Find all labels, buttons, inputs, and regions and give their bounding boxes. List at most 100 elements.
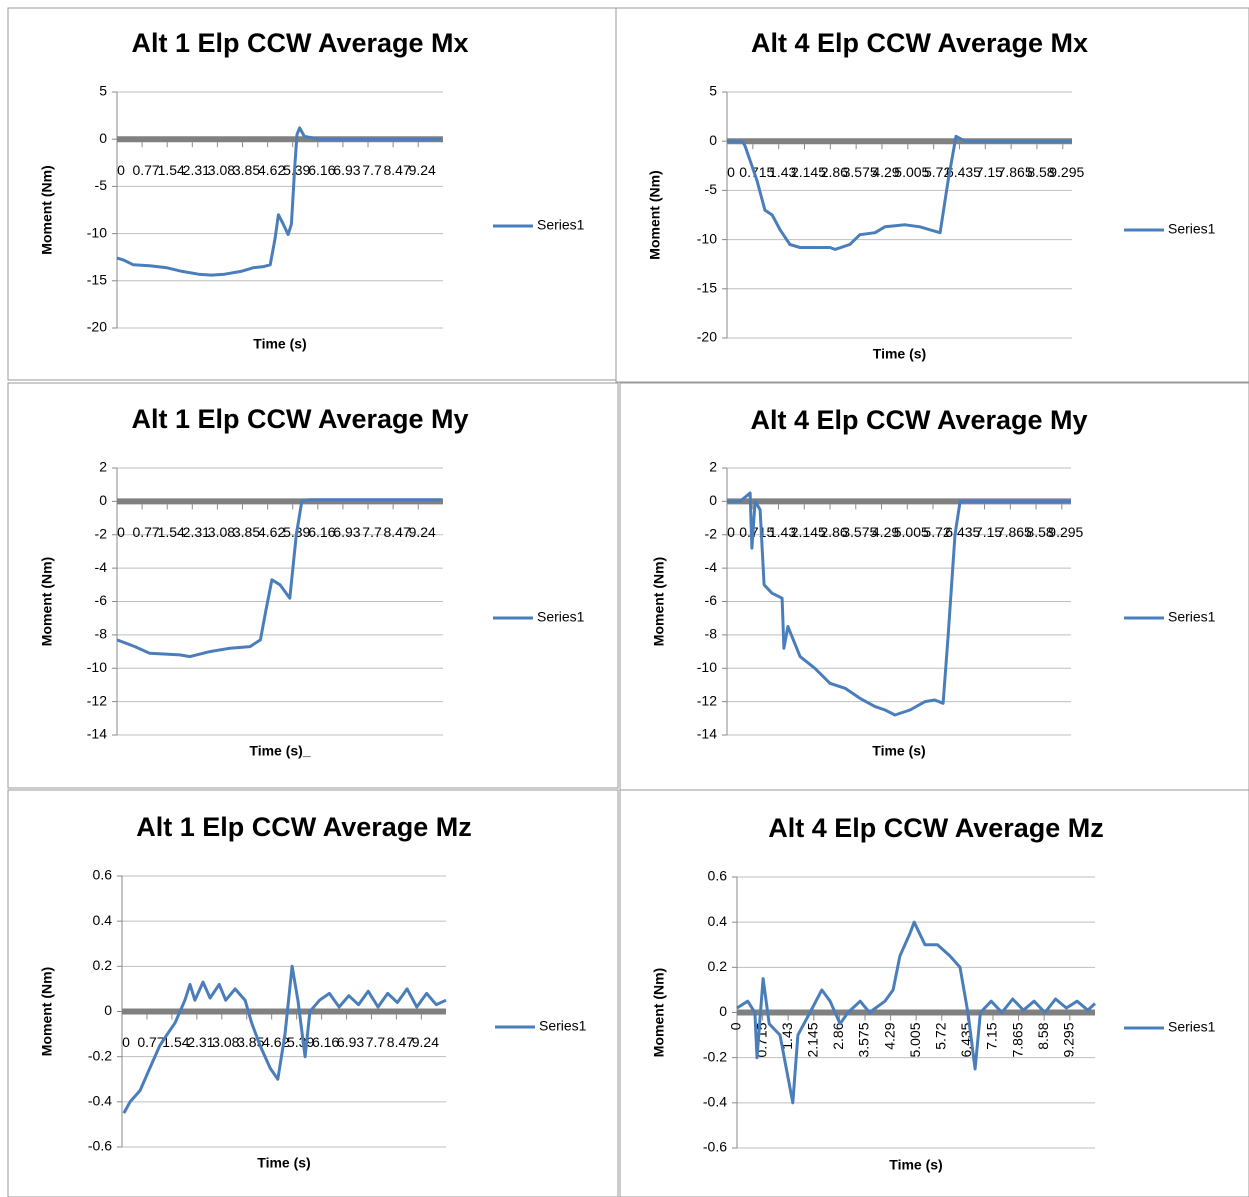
y-tick-label: 0.6 [708,868,728,884]
y-tick-label: 0 [104,1002,112,1018]
x-tick-label: 1.43 [769,524,796,540]
x-tick-label: 2.86 [820,524,847,540]
y-tick-label: 0 [99,130,107,146]
y-tick-label: -0.6 [703,1139,727,1155]
x-tick-label: 0 [727,164,735,180]
x-axis-label: Time (s) [889,1157,942,1173]
x-tick-label: 8.47 [383,162,410,178]
x-tick-label: 4.29 [872,164,899,180]
x-tick-label: 3.575 [856,1022,872,1057]
legend-label: Series1 [539,1018,587,1034]
x-tick-label: 2.86 [830,1022,846,1049]
y-tick-label: -15 [87,272,107,288]
x-axis-label: Time (s) [257,1155,310,1171]
x-tick-label: 7.15 [984,1022,1000,1049]
legend-label: Series1 [1168,1019,1216,1035]
x-tick-label: 6.435 [946,164,981,180]
x-tick-label: 0 [727,524,735,540]
x-tick-label: 6.16 [312,1034,339,1050]
x-tick-label: 7.865 [1009,1022,1025,1057]
x-tick-label: 9.24 [412,1034,439,1050]
x-axis-label: Time (s) [253,336,306,352]
y-tick-label: -2 [95,525,108,541]
x-tick-label: 2.31 [187,1034,214,1050]
x-tick-label: 0.715 [739,164,774,180]
x-tick-label: 1.54 [158,162,185,178]
panel-border [7,789,619,1197]
data-line [122,964,447,1114]
x-tick-label: 1.54 [162,1034,189,1050]
x-axis-label: Time (s) [873,346,926,362]
y-tick-label: -0.4 [703,1094,727,1110]
panel-border [615,7,1249,383]
y-axis-label: Moment (Nm) [647,170,663,259]
y-tick-label: 0 [99,492,107,508]
y-tick-label: -14 [697,726,717,742]
x-tick-label: 2.31 [183,162,210,178]
x-tick-label: 8.58 [1026,524,1053,540]
y-axis-label: Moment (Nm) [651,557,667,646]
x-tick-label: 7.7 [362,162,382,178]
x-tick-label: 5.005 [894,164,929,180]
data-line [727,491,1071,717]
x-tick-label: 0 [117,524,125,540]
x-tick-label: 3.08 [208,524,235,540]
x-tick-label: 1.43 [769,164,796,180]
x-tick-label: 3.575 [842,524,877,540]
y-tick-label: -8 [705,626,718,642]
y-tick-label: 0.4 [93,912,113,928]
x-tick-label: 2.145 [791,164,826,180]
y-axis-label: Moment (Nm) [39,165,55,254]
y-tick-label: 0 [719,1003,727,1019]
x-tick-label: 4.29 [881,1022,897,1049]
y-tick-label: -10 [87,659,107,675]
x-tick-label: 8.58 [1027,164,1054,180]
y-axis-label: Moment (Nm) [651,968,667,1057]
x-tick-label: 6.16 [308,162,335,178]
x-tick-label: 5.72 [924,164,951,180]
x-tick-label: 4.29 [872,524,899,540]
x-tick-label: 0 [117,162,125,178]
x-tick-label: 7.7 [366,1034,386,1050]
x-tick-label: 7.865 [998,164,1033,180]
panel-border [619,789,1249,1197]
y-tick-label: 2 [99,459,107,475]
chart-title: Alt 4 Elp CCW Average Mz [768,813,1104,843]
y-tick-label: -6 [95,592,108,608]
x-axis-label: Time (s)_ [249,743,310,759]
y-tick-label: -14 [87,726,107,742]
x-axis-label: Time (s) [872,743,925,759]
x-tick-label: 2.145 [804,1022,820,1057]
x-tick-label: 3.08 [208,162,235,178]
x-tick-label: 2.145 [791,524,826,540]
chart-title: Alt 1 Elp CCW Average Mz [136,812,472,842]
y-tick-label: -2 [705,525,718,541]
x-tick-label: 6.93 [333,524,360,540]
y-axis-label: Moment (Nm) [39,967,55,1056]
y-tick-label: -6 [705,592,718,608]
chart-title: Alt 4 Elp CCW Average Mx [751,28,1088,58]
y-tick-label: 0.6 [93,867,113,883]
y-tick-label: -12 [87,692,107,708]
x-tick-label: 6.93 [333,162,360,178]
x-tick-label: 0 [122,1034,130,1050]
x-tick-label: 3.08 [212,1034,239,1050]
chart-title: Alt 4 Elp CCW Average My [750,405,1087,435]
x-tick-label: 5.72 [923,524,950,540]
x-tick-label: 0.77 [132,162,159,178]
y-tick-label: -10 [87,224,107,240]
y-axis-label: Moment (Nm) [39,557,55,646]
x-tick-label: 4.62 [258,162,285,178]
x-tick-label: 6.93 [337,1034,364,1050]
legend-label: Series1 [537,609,585,625]
y-tick-label: -4 [705,559,718,575]
legend-label: Series1 [1168,221,1216,237]
panel-border [7,382,619,789]
x-tick-label: 9.295 [1060,1022,1076,1057]
x-tick-label: 9.24 [409,162,436,178]
chart-title: Alt 1 Elp CCW Average My [131,404,468,434]
legend-label: Series1 [1168,609,1216,625]
x-tick-label: 5.39 [283,162,310,178]
y-tick-label: 5 [99,83,107,99]
